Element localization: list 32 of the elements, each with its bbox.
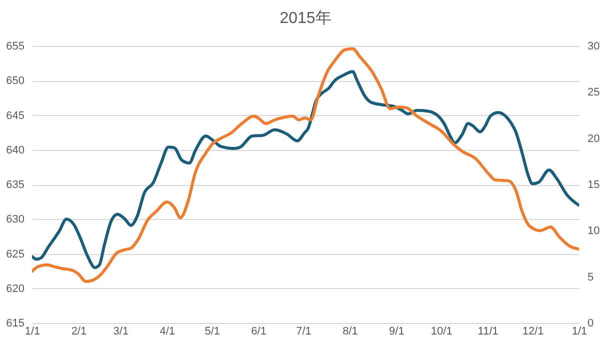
y-tick-label: 640 <box>6 144 24 156</box>
x-tick-label: 11/1 <box>478 326 498 338</box>
x-tick-label: 2/1 <box>71 326 87 338</box>
y2-tick-label: 0 <box>588 318 594 330</box>
x-tick-label: 6/1 <box>251 326 266 338</box>
y-tick-label: 620 <box>6 282 24 295</box>
y2-tick-label: 5 <box>588 271 594 284</box>
y-tick-label: 655 <box>6 40 24 52</box>
x-tick-label: 7/1 <box>296 326 312 338</box>
y-tick-label: 630 <box>6 214 24 226</box>
y-tick-label: 650 <box>6 75 24 88</box>
x-tick-label: 3/1 <box>113 326 129 338</box>
y2-tick-label: 25 <box>588 86 600 99</box>
line-series <box>32 70 579 270</box>
y2-tick-label: 20 <box>588 132 600 145</box>
y2-tick-label: 30 <box>588 40 600 52</box>
y-tick-label: 645 <box>6 110 24 122</box>
line-series <box>32 47 579 283</box>
x-tick-label: 12/1 <box>522 326 544 338</box>
y-tick-label: 625 <box>6 248 24 260</box>
y-tick-label: 615 <box>6 318 24 330</box>
y2-tick-label: 10 <box>588 225 600 238</box>
y-tick-label: 635 <box>6 179 24 191</box>
chart-title: 2015年 <box>280 10 332 27</box>
x-tick-label: 1/1 <box>572 326 588 338</box>
x-tick-label: 1/1 <box>24 326 40 338</box>
x-tick-label: 8/1 <box>342 326 358 338</box>
y2-tick-label: 15 <box>588 179 600 191</box>
x-tick-label: 4/1 <box>160 326 176 338</box>
x-tick-label: 10/1 <box>430 326 452 338</box>
x-tick-label: 9/1 <box>389 326 404 338</box>
x-tick-label: 5/1 <box>204 326 220 338</box>
